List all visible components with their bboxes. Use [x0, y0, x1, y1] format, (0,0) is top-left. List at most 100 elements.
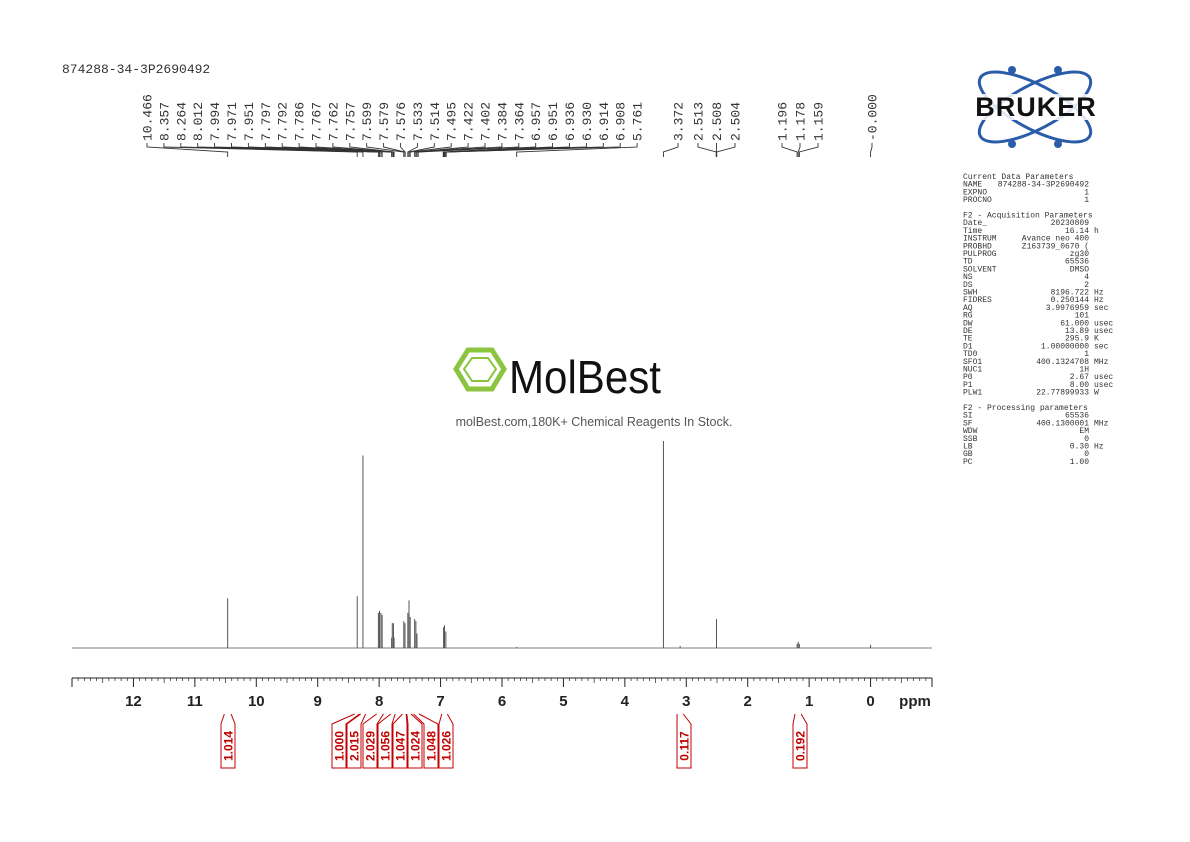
- parameter-key: SWH: [963, 289, 978, 298]
- parameter-value: 1.00: [1070, 458, 1089, 467]
- parameter-key: GB: [963, 450, 973, 459]
- peak-label: 6.936: [563, 102, 578, 141]
- peak-label: 8.012: [191, 102, 206, 141]
- parameter-key: AQ: [963, 304, 973, 313]
- parameter-value: 8196.722: [1051, 289, 1090, 298]
- peak-label: 7.495: [445, 102, 460, 141]
- peak-label: 7.797: [259, 102, 274, 141]
- parameter-key: DS: [963, 281, 973, 290]
- parameter-unit: Hz: [1094, 289, 1104, 298]
- integral-bracket: [438, 713, 454, 769]
- watermark: MolBest molBest.com,180K+ Chemical Reage…: [453, 347, 732, 429]
- peak-leader: [445, 143, 621, 157]
- integral-bracket: [377, 713, 396, 769]
- logo-dot: [1008, 66, 1016, 74]
- peak-label: 2.508: [710, 102, 725, 141]
- peak-leader: [697, 143, 717, 157]
- parameter-key: SFO1: [963, 358, 982, 367]
- integral-label: 1.000: [333, 731, 347, 761]
- parameter-key: PLW1: [963, 389, 982, 398]
- watermark-brand: MolBest: [509, 351, 661, 403]
- peak-leader: [716, 143, 736, 157]
- parameter-unit: K: [1094, 335, 1099, 344]
- x-tick-label: 9: [314, 693, 322, 710]
- parameter-value: 3.9976959: [1046, 304, 1089, 313]
- peak-leader: [870, 143, 873, 157]
- x-tick-label: 12: [125, 693, 142, 710]
- parameter-value: 0: [1084, 435, 1089, 444]
- parameter-unit: usec: [1094, 319, 1113, 328]
- peak-label: 5.761: [631, 102, 646, 141]
- peak-label: 7.994: [208, 102, 223, 141]
- parameter-value: 1: [1084, 188, 1089, 197]
- parameter-key: DW: [963, 319, 973, 328]
- parameter-value: DMSO: [1070, 265, 1089, 274]
- logo-backdrop: [958, 94, 1114, 120]
- parameter-value: 22.77899933: [1036, 389, 1089, 398]
- parameter-key: DE: [963, 327, 973, 336]
- parameter-key: INSTRUM: [963, 235, 997, 244]
- peak-leader: [417, 143, 520, 157]
- parameter-value: 2.67: [1070, 373, 1089, 382]
- peak-leader: [781, 143, 798, 157]
- parameter-value: 65536: [1065, 258, 1089, 267]
- peak-label: 1.196: [776, 102, 791, 141]
- peak-label: 7.533: [411, 102, 426, 141]
- integral-bracket: [406, 713, 423, 769]
- parameter-key: SI: [963, 412, 973, 421]
- peak-leader: [798, 143, 819, 157]
- logo-orbit: [977, 70, 1093, 144]
- logo-dot: [1054, 140, 1062, 148]
- parameter-key: Time: [963, 227, 982, 236]
- integral-label: 2.015: [348, 731, 362, 761]
- x-tick-label: 10: [248, 693, 265, 710]
- parameter-unit: MHz: [1094, 419, 1109, 428]
- parameter-value: 61.000: [1060, 319, 1089, 328]
- parameter-value: 4: [1084, 273, 1089, 282]
- peak-label: 6.914: [597, 102, 612, 141]
- parameter-unit: h: [1094, 227, 1099, 236]
- peak-leader: [298, 143, 393, 157]
- peak-label: 7.402: [479, 102, 494, 141]
- parameter-value: 1.00000000: [1041, 342, 1089, 351]
- parameter-key: PC: [963, 458, 973, 467]
- parameter-key: RG: [963, 312, 973, 321]
- integral-label: 1.048: [425, 731, 439, 761]
- parameter-section-title: F2 - Processing parameters: [963, 404, 1088, 413]
- peak-label: 2.504: [729, 102, 744, 141]
- peak-label: 7.576: [394, 102, 409, 141]
- parameter-unit: Hz: [1094, 296, 1104, 305]
- parameter-key: EXPNO: [963, 188, 987, 197]
- peak-label: 7.792: [276, 102, 291, 141]
- parameter-value: 874288-34-3P2690492: [998, 181, 1089, 190]
- parameter-unit: usec: [1094, 373, 1113, 382]
- x-tick-label: 1: [805, 693, 813, 710]
- integral-bracket: [413, 713, 439, 769]
- peak-leader: [797, 143, 801, 157]
- peak-label: 6.930: [580, 102, 595, 141]
- parameter-value: EM: [1079, 427, 1089, 436]
- parameter-value: 13.89: [1065, 327, 1089, 336]
- logo-dot: [1054, 66, 1062, 74]
- parameter-key: Date_: [963, 219, 987, 228]
- peak-label: 7.514: [428, 102, 443, 141]
- parameter-key: PROCNO: [963, 196, 992, 205]
- x-tick-label: 2: [744, 693, 752, 710]
- peak-label: 1.159: [812, 102, 827, 141]
- parameter-key: LB: [963, 443, 973, 452]
- parameter-value: 400.1300001: [1036, 419, 1089, 428]
- parameter-unit: W: [1094, 389, 1099, 398]
- parameter-section-title: Current Data Parameters: [963, 173, 1074, 182]
- parameter-value: 101: [1075, 312, 1090, 321]
- parameter-value: zg30: [1070, 250, 1089, 259]
- integral-label: 0.117: [678, 731, 692, 761]
- peak-label: 7.422: [462, 102, 477, 141]
- parameter-unit: sec: [1094, 304, 1109, 313]
- parameter-value: 1H: [1079, 366, 1089, 375]
- peak-label: 7.762: [326, 102, 341, 141]
- sample-name: 874288-34-3P2690492: [62, 62, 210, 77]
- parameter-unit: sec: [1094, 342, 1109, 351]
- integral-bracket: [220, 713, 236, 769]
- watermark-ring: [462, 357, 498, 382]
